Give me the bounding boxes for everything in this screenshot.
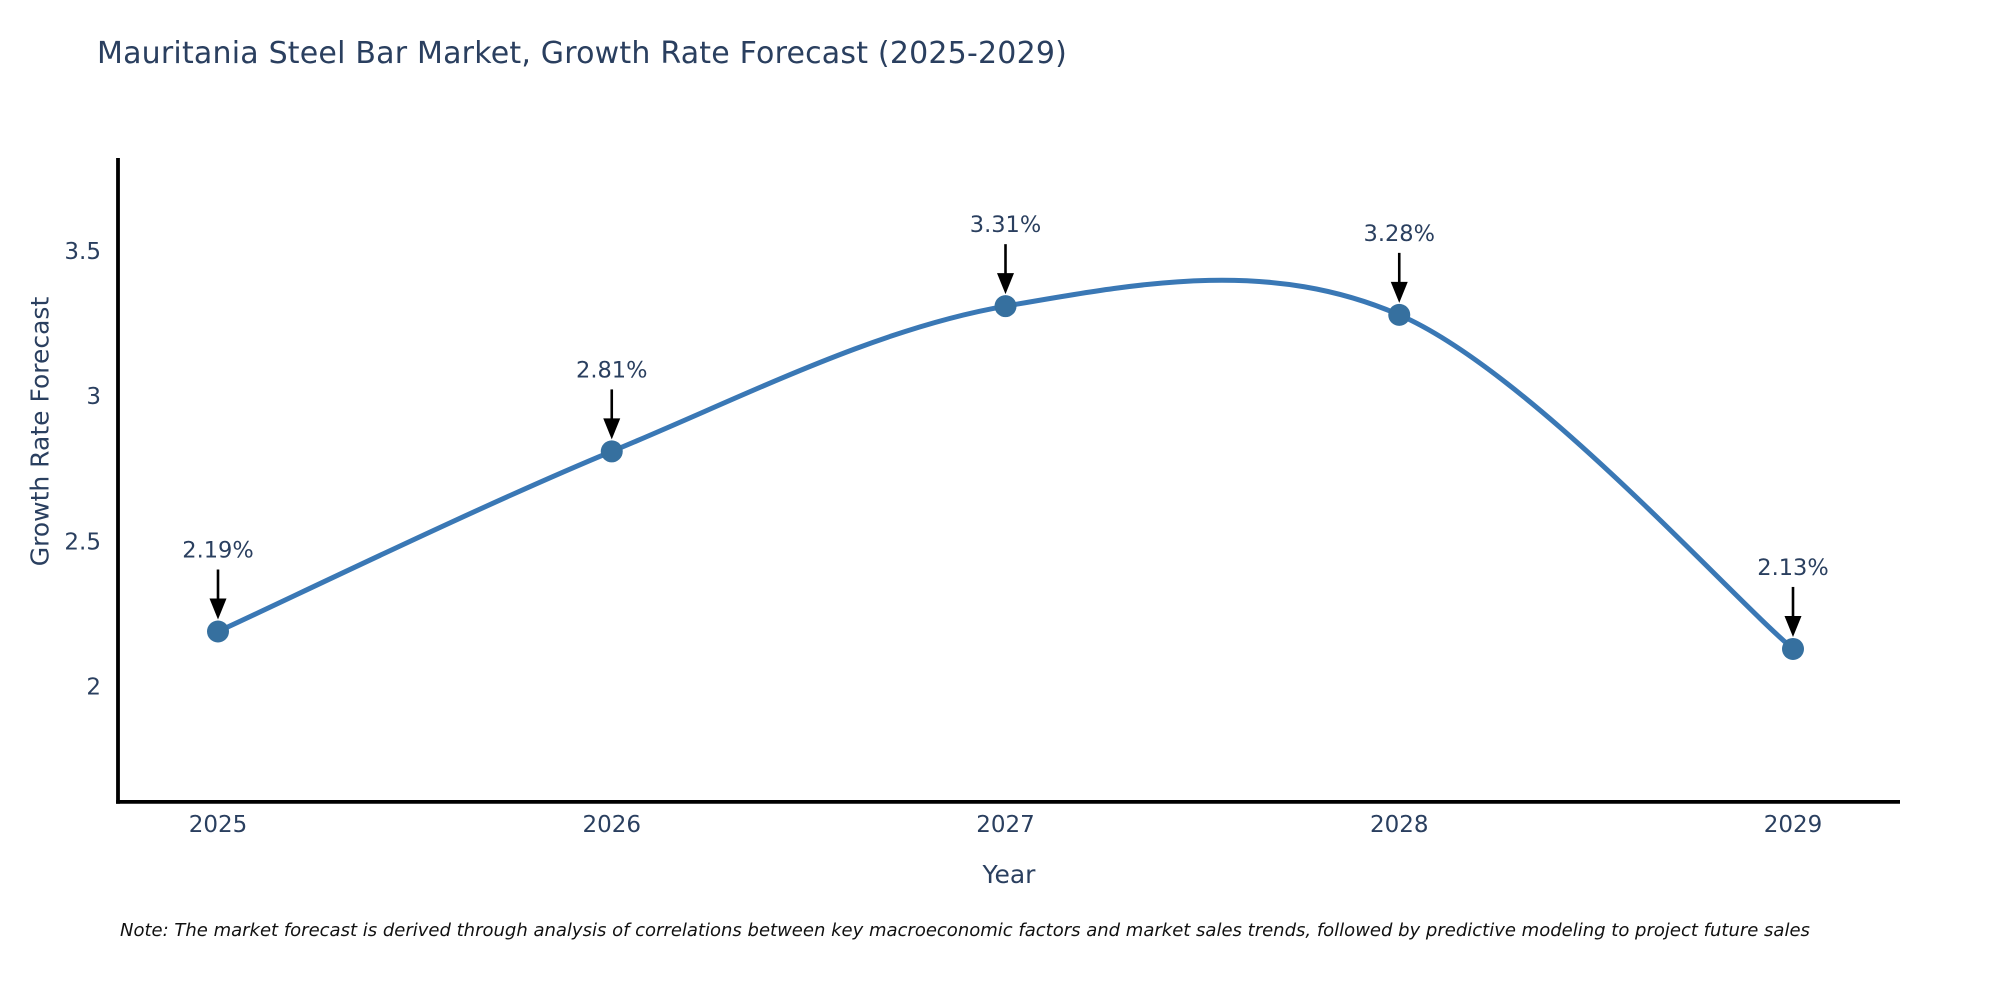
- growth-rate-line: [216, 277, 1795, 651]
- annotation-arrowhead-icon: [1784, 615, 1802, 637]
- y-tick-label: 3: [86, 384, 101, 410]
- x-tick-label: 2027: [976, 812, 1035, 838]
- x-tick-label: 2025: [189, 812, 248, 838]
- data-point-label: 2.81%: [576, 357, 647, 383]
- data-point-marker: [207, 620, 229, 643]
- data-point-label: 3.31%: [970, 212, 1041, 238]
- y-tick-label: 2: [86, 675, 101, 701]
- y-tick-label: 3.5: [64, 239, 101, 265]
- y-tick-label: 2.5: [64, 529, 101, 555]
- annotation-arrowhead-icon: [997, 273, 1014, 295]
- data-point-marker: [1782, 637, 1804, 660]
- x-tick-label: 2029: [1764, 812, 1823, 838]
- data-point-marker: [994, 295, 1017, 318]
- annotation-arrowhead-icon: [209, 598, 227, 620]
- annotation-arrowhead-icon: [1390, 281, 1408, 303]
- data-point-label: 3.28%: [1364, 221, 1435, 247]
- data-point-label: 2.19%: [182, 538, 253, 564]
- data-point-marker: [600, 440, 623, 463]
- annotation-arrowhead-icon: [603, 418, 621, 440]
- chart-title: Mauritania Steel Bar Market, Growth Rate…: [97, 36, 1068, 71]
- x-tick-label: 2028: [1370, 812, 1429, 838]
- data-point-marker: [1388, 303, 1411, 326]
- y-axis-title: Growth Rate Forecast: [25, 296, 55, 567]
- x-axis-title: Year: [982, 860, 1036, 889]
- footnote: Note: The market forecast is derived thr…: [120, 920, 1810, 941]
- x-tick-label: 2026: [582, 812, 641, 838]
- data-point-label: 2.13%: [1757, 555, 1828, 581]
